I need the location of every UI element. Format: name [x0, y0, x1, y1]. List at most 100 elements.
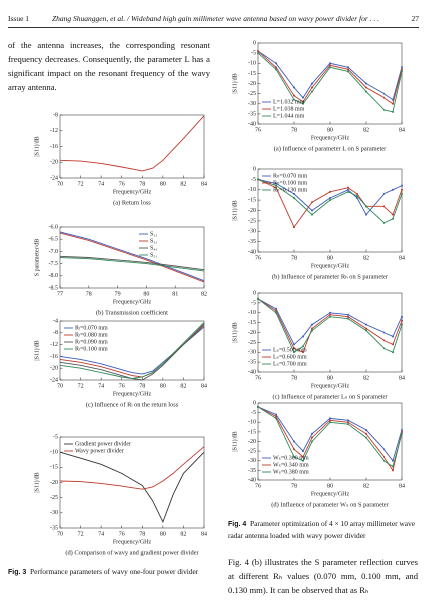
data-point [392, 459, 394, 462]
data-point [293, 455, 295, 458]
y-tick-label: 0 [253, 400, 256, 406]
y-axis-label: |S11|/dB [232, 73, 238, 93]
y-tick-label: -7.0 [49, 249, 59, 255]
data-point [275, 184, 277, 187]
data-point [311, 209, 313, 212]
data-point [365, 82, 367, 85]
y-tick-label: -20 [248, 81, 256, 87]
data-point [392, 469, 394, 472]
x-tick-label: 84 [399, 375, 405, 381]
x-tick-label: 80 [327, 127, 333, 133]
y-tick-label: -40 [248, 121, 256, 127]
data-point [356, 197, 358, 200]
y-tick-label: -30 [248, 229, 256, 235]
data-point [401, 323, 403, 326]
x-tick-label: 76 [119, 181, 125, 187]
y-tick-label: -10 [248, 61, 256, 67]
x-tick-label: 80 [143, 291, 149, 297]
data-point [401, 66, 403, 69]
y-tick-label: -5 [251, 51, 256, 57]
data-point [365, 86, 367, 89]
data-point [302, 459, 304, 462]
series-line [257, 298, 403, 353]
issue: Issue 1 [8, 14, 30, 23]
legend-label: Wavy power divider [75, 448, 124, 454]
data-point [383, 96, 385, 99]
data-point [293, 197, 295, 200]
data-point [275, 62, 277, 65]
x-axis-label: Frequency/GHz [113, 299, 152, 305]
y-tick-label: 0 [253, 290, 256, 296]
x-tick-label: 78 [139, 181, 145, 187]
y-tick-label: -30 [50, 510, 58, 516]
data-point [275, 415, 277, 418]
running-title: Zhang Shuanggen, et al. / Wideband high … [52, 14, 380, 23]
caption-text: Parameter optimization of 4 × 10 array m… [228, 519, 416, 540]
legend-label: Wₛ=0.340 mm [273, 462, 309, 468]
y-tick-label: -8 [53, 330, 58, 336]
data-point [383, 339, 385, 342]
data-point [293, 192, 295, 195]
data-point [356, 192, 358, 195]
data-point [365, 329, 367, 332]
series-line [59, 325, 205, 378]
y-tick-label: -6.5 [49, 237, 59, 243]
data-point [392, 213, 394, 216]
y-tick-label: -8.0 [49, 273, 59, 279]
data-point [293, 86, 295, 89]
data-point [383, 459, 385, 462]
y-tick-label: -12 [50, 128, 58, 134]
panel-caption: (b) Influence of parameter Rₕ on S param… [272, 273, 389, 280]
series-line [59, 255, 205, 271]
legend-label: Rₗ=0.070 mm [75, 325, 108, 331]
y-tick-label: 0 [253, 40, 256, 46]
series-line [59, 257, 205, 272]
data-point [275, 417, 277, 420]
x-tick-label: 82 [201, 291, 207, 297]
data-point [302, 345, 304, 348]
y-axis-label: |S11|/dB [232, 200, 238, 220]
data-point [365, 432, 367, 435]
y-tick-label: -25 [50, 495, 58, 501]
data-point [302, 102, 304, 105]
x-axis-label: Frequency/GHz [311, 383, 350, 389]
x-axis-label: Frequency/GHz [311, 491, 350, 497]
data-point [329, 311, 331, 314]
y-tick-label: -10 [50, 450, 58, 456]
data-point [311, 213, 313, 216]
data-point [401, 319, 403, 322]
figure-label: Fig. 4 [228, 521, 247, 528]
data-point [365, 213, 367, 216]
data-point [311, 90, 313, 93]
data-point [257, 297, 259, 300]
x-tick-label: 76 [255, 483, 261, 489]
y-axis-label: |S11|/dB [34, 340, 40, 360]
x-tick-label: 74 [98, 181, 104, 187]
x-axis-label: Frequency/GHz [113, 539, 152, 545]
series-line [59, 232, 205, 283]
x-tick-label: 84 [399, 483, 405, 489]
data-point [347, 190, 349, 193]
y-tick-label: -10 [248, 420, 256, 426]
y-tick-label: -25 [248, 340, 256, 346]
data-point [392, 351, 394, 354]
y-tick-label: -35 [248, 239, 256, 245]
data-point [257, 178, 259, 181]
y-axis-label: S parameter/dB [34, 239, 40, 277]
data-point [365, 327, 367, 330]
data-point [329, 315, 331, 318]
y-tick-label: -20 [50, 366, 58, 372]
data-point [383, 448, 385, 451]
legend-label: Wₛ=0.380 mm [273, 469, 309, 475]
data-point [383, 347, 385, 350]
x-tick-label: 82 [363, 483, 369, 489]
legend-label: S₅₁ [150, 252, 158, 258]
x-tick-label: 72 [78, 531, 84, 537]
data-point [275, 186, 277, 189]
data-point [329, 417, 331, 420]
x-tick-label: 78 [291, 255, 297, 261]
